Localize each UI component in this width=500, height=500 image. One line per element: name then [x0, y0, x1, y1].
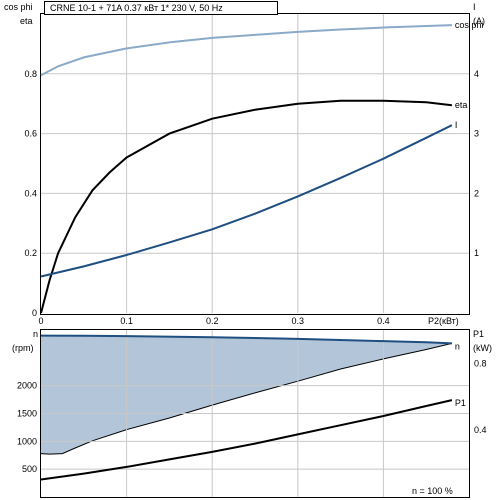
top-right-tick-label: 2: [474, 188, 479, 198]
bottom-panel-series: n P1: [40, 334, 466, 481]
top-right-tick-label: 4: [474, 69, 479, 79]
bottom-left-tick-label: 1000: [17, 436, 37, 446]
x-tick-label: 0.3: [292, 316, 305, 326]
top-right-axis-label-unit: (A): [473, 16, 485, 26]
x-tick-label: 0.1: [120, 316, 133, 326]
series-label-P1: P1: [455, 398, 466, 408]
series-label-eta: eta: [455, 100, 468, 110]
top-right-tick-label: 3: [474, 129, 479, 139]
top-left-axis-label-cosphi: cos phi: [4, 2, 33, 12]
speed-note: n = 100 %: [412, 486, 453, 496]
bottom-right-tick-label: 0.4: [474, 425, 487, 435]
top-left-tick-label: 0.8: [24, 69, 37, 79]
series-line-n: [40, 334, 452, 345]
speed-band-fill: [40, 335, 453, 455]
x-tick-label: 0.2: [206, 316, 219, 326]
bottom-right-axis-label-p1: P1: [473, 329, 484, 339]
top-panel-ticks: 0 0.2 0.4 0.6 0.8 1 2 3 4 0 0.1 0.2 0.3 0.4 P2(кВт): [24, 69, 479, 326]
bottom-left-tick-label: 500: [22, 464, 37, 474]
series-label-n: n: [455, 341, 460, 351]
x-tick-label: 0.4: [377, 316, 390, 326]
top-panel-grid: [41, 14, 469, 313]
top-right-axis-label-i: I: [473, 2, 476, 12]
bottom-right-axis-label-kw: (kW): [473, 343, 492, 353]
series-label-cos-phi: cos phi: [455, 20, 484, 30]
top-left-tick-label: 0.2: [24, 248, 37, 258]
bottom-right-tick-label: 0.8: [474, 358, 487, 368]
bottom-panel-frame: [40, 329, 470, 498]
speed-band-lower-edge: [40, 342, 453, 455]
series-line-eta: [40, 99, 453, 314]
series-label-I: I: [455, 120, 458, 130]
top-panel-frame: [40, 13, 470, 315]
series-line-cos-phi: [40, 24, 452, 77]
header-box: [44, 1, 278, 15]
top-left-axis-label-eta: eta: [20, 16, 33, 26]
top-left-tick-label: 0: [32, 308, 37, 318]
top-right-tick-label: 1: [474, 248, 479, 258]
x-tick-label: 0: [38, 316, 43, 326]
top-left-tick-label: 0.6: [24, 129, 37, 139]
bottom-panel-ticks: 500 1000 1500 2000 0.4 0.8: [17, 358, 487, 474]
bottom-left-axis-label-rpm: (rpm): [12, 343, 34, 353]
bottom-left-tick-label: 1500: [17, 409, 37, 419]
top-left-tick-label: 0.4: [24, 188, 37, 198]
top-panel-series: cos phi eta I: [40, 20, 484, 314]
x-axis-label: P2(кВт): [428, 316, 459, 326]
series-line-P1: [40, 399, 453, 481]
bottom-left-tick-label: 2000: [17, 381, 37, 391]
series-line-I: [40, 124, 453, 278]
chart-header: CRNE 10-1 + 71A 0.37 кВт 1* 230 V, 50 Hz: [50, 3, 223, 13]
bottom-left-axis-label-n: n: [33, 329, 38, 339]
